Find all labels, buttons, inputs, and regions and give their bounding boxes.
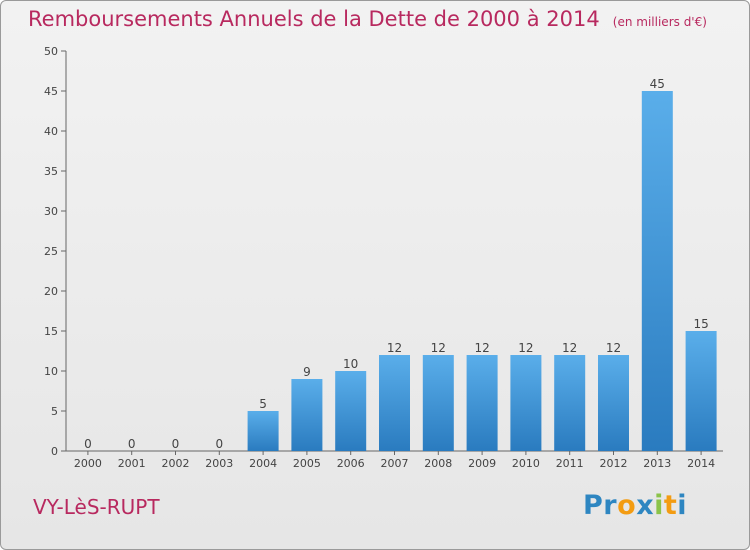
value-label: 0 xyxy=(215,437,223,451)
value-label: 12 xyxy=(606,341,621,355)
bar xyxy=(379,355,410,451)
value-label: 5 xyxy=(259,397,267,411)
logo-letter: t xyxy=(663,490,678,521)
value-label: 0 xyxy=(84,437,92,451)
x-tick-label: 2012 xyxy=(600,457,628,470)
x-tick-label: 2007 xyxy=(381,457,409,470)
value-label: 12 xyxy=(387,341,402,355)
y-tick-label: 45 xyxy=(44,85,58,98)
value-label: 12 xyxy=(562,341,577,355)
x-tick-label: 2010 xyxy=(512,457,540,470)
title-row: Remboursements Annuels de la Dette de 20… xyxy=(28,7,707,31)
value-label: 0 xyxy=(172,437,180,451)
value-label: 10 xyxy=(343,357,358,371)
y-tick-label: 10 xyxy=(44,365,58,378)
value-label: 12 xyxy=(518,341,533,355)
labels: 2000 0 2001 0 2002 0 2003 0 2004 5 2005 9 2006 10 2007… xyxy=(74,77,715,470)
y-tick-label: 50 xyxy=(44,45,58,58)
logo-letter: i xyxy=(677,490,688,521)
bar xyxy=(510,355,542,451)
value-label: 45 xyxy=(650,77,665,91)
x-tick-label: 2004 xyxy=(249,457,277,470)
y-tick-label: 5 xyxy=(51,405,58,418)
value-label: 12 xyxy=(431,341,446,355)
x-tick-label: 2002 xyxy=(162,457,190,470)
y-tick-label: 25 xyxy=(44,245,58,258)
value-label: 9 xyxy=(303,365,311,379)
x-tick-label: 2014 xyxy=(687,457,715,470)
x-tick-label: 2013 xyxy=(643,457,671,470)
y-tick-label: 15 xyxy=(44,325,58,338)
bar xyxy=(641,91,673,451)
x-tick-label: 2008 xyxy=(424,457,452,470)
y-tick-label: 30 xyxy=(44,205,58,218)
logo-letter: x xyxy=(636,490,655,521)
y-tick-label: 35 xyxy=(44,165,58,178)
y-tick-label: 0 xyxy=(51,445,58,458)
x-tick-label: 2011 xyxy=(556,457,584,470)
bar xyxy=(291,379,323,451)
commune-name: VY-LèS-RUPT xyxy=(33,495,160,519)
x-tick-label: 2006 xyxy=(337,457,365,470)
bar xyxy=(247,411,279,451)
value-label: 12 xyxy=(474,341,489,355)
logo-letter: i xyxy=(654,490,664,521)
bar xyxy=(598,355,629,451)
logo-letter: o xyxy=(617,490,637,521)
bar xyxy=(422,355,454,451)
y-tick-label: 40 xyxy=(44,125,58,138)
bars xyxy=(247,91,717,451)
value-label: 0 xyxy=(128,437,136,451)
logo-letter: r xyxy=(603,490,618,521)
bar xyxy=(685,331,717,451)
bar xyxy=(466,355,498,451)
x-tick-label: 2005 xyxy=(293,457,321,470)
bar xyxy=(335,371,367,451)
bar xyxy=(554,355,586,451)
logo-letter: P xyxy=(583,490,604,521)
value-label: 15 xyxy=(693,317,708,331)
chart-title: Remboursements Annuels de la Dette de 20… xyxy=(28,7,600,31)
x-tick-label: 2000 xyxy=(74,457,102,470)
x-tick-label: 2001 xyxy=(118,457,146,470)
y-tick-label: 20 xyxy=(44,285,58,298)
x-tick-label: 2003 xyxy=(205,457,233,470)
chart-unit: (en milliers d'€) xyxy=(612,15,707,29)
x-tick-label: 2009 xyxy=(468,457,496,470)
proxiti-logo: Proxiti xyxy=(583,490,687,521)
